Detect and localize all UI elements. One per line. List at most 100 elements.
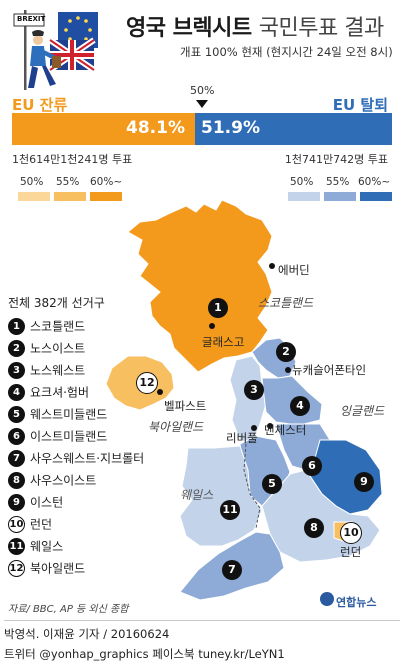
list-item: 4 요크셔·험버 <box>8 382 144 404</box>
leave-legend-label-3: 60%~ <box>358 176 391 188</box>
list-item: 10 런던 <box>8 514 144 536</box>
list-item-name: 이스턴 <box>30 495 64 510</box>
list-item: 1 스코틀랜드 <box>8 316 144 338</box>
map-label-belfast: 벨파스트 <box>164 399 207 413</box>
list-item-number: 5 <box>8 406 25 423</box>
list-item-name: 이스트미들랜드 <box>30 429 108 444</box>
map-label-scotland: 스코틀랜드 <box>258 296 314 310</box>
leave-label: EU 탈퇴 <box>332 96 388 114</box>
list-item-number: 2 <box>8 340 25 357</box>
map-marker-3: 3 <box>244 380 264 400</box>
aberdeen-marker <box>269 263 275 269</box>
remain-legend-swatch-1 <box>18 192 50 201</box>
page-title: 영국 브렉시트 국민투표 결과 <box>126 10 384 42</box>
result-bar: 48.1% 51.9% <box>12 113 392 145</box>
map-label-england: 잉글랜드 <box>340 404 385 418</box>
list-item: 6 이스트미들랜드 <box>8 426 144 448</box>
list-item-number: 6 <box>8 428 25 445</box>
list-item-number: 1 <box>8 318 25 335</box>
map-marker-1: 1 <box>208 298 228 318</box>
list-item: 9 이스턴 <box>8 492 144 514</box>
list-item-number: 11 <box>8 538 25 555</box>
list-item: 3 노스웨스트 <box>8 360 144 382</box>
midline-label: 50% <box>190 84 215 97</box>
list-item-name: 노스웨스트 <box>30 363 86 378</box>
map-label-northern-ireland: 북아일랜드 <box>148 420 204 434</box>
list-item-number: 10 <box>8 516 25 533</box>
list-item-name: 사우스이스트 <box>30 473 97 488</box>
remain-legend-label-2: 55% <box>56 176 80 188</box>
leave-legend-swatch-2 <box>324 192 356 201</box>
constituency-list-title: 전체 382개 선거구 <box>8 296 105 310</box>
remain-bar: 48.1% <box>12 113 195 145</box>
belfast-marker <box>157 389 163 395</box>
title-sub: 국민투표 결과 <box>258 16 384 41</box>
leave-bar: 51.9% <box>195 113 392 145</box>
list-item-name: 북아일랜드 <box>30 561 86 576</box>
newcastle-marker <box>285 367 291 373</box>
leave-legend-label-2: 55% <box>326 176 350 188</box>
liverpool-marker <box>251 425 257 431</box>
map-marker-2: 2 <box>276 342 296 362</box>
map-label-london: 런던 <box>340 545 362 559</box>
list-item-name: 웨일스 <box>30 539 64 554</box>
remain-legend-label-3: 60%~ <box>90 176 123 188</box>
leave-percent: 51.9% <box>201 118 260 138</box>
list-item-number: 8 <box>8 472 25 489</box>
scotland-region <box>127 199 273 373</box>
count-status: 개표 100% 현재 (현지시간 24일 오전 8시) <box>180 45 393 59</box>
map-marker-11: 11 <box>220 500 240 520</box>
title-main: 영국 브렉시트 <box>126 16 252 41</box>
logo-sign-text: BREXIT <box>17 15 46 23</box>
list-item-number: 9 <box>8 494 25 511</box>
agency-name: 연합뉴스 <box>336 596 377 609</box>
glasgow-marker <box>209 323 215 329</box>
source-note: 자료/ BBC, AP 등 외신 종합 <box>8 604 129 615</box>
byline: 박영석. 이재윤 기자 / 20160624 <box>4 627 170 641</box>
list-item-name: 노스이스트 <box>30 341 86 356</box>
map-label-aberdeen: 에버딘 <box>278 263 310 277</box>
social-links: 트위터 @yonhap_graphics 페이스북 tuney.kr/LeYN1 <box>4 647 285 661</box>
brexit-logo-illustration <box>12 10 98 92</box>
map-label-liverpool: 리버풀 <box>226 431 258 445</box>
list-item-number: 7 <box>8 450 25 467</box>
leave-legend-swatch-1 <box>288 192 320 201</box>
list-item-name: 사우스웨스트·지브롤터 <box>30 451 145 466</box>
map-marker-7: 7 <box>222 560 242 580</box>
list-item-number: 12 <box>8 560 25 577</box>
remain-legend-swatch-2 <box>54 192 86 201</box>
remain-percent: 48.1% <box>126 118 185 138</box>
map-label-newcastle: 뉴캐슬어폰타인 <box>292 363 367 377</box>
list-item: 7 사우스웨스트·지브롤터 <box>8 448 144 470</box>
list-item-number: 4 <box>8 384 25 401</box>
midline-arrow-icon <box>196 100 208 108</box>
list-item: 5 웨스트미들랜드 <box>8 404 144 426</box>
map-marker-8: 8 <box>304 518 324 538</box>
remain-label: EU 잔류 <box>12 96 68 114</box>
footer-divider <box>4 620 400 621</box>
agency-logo-icon <box>320 592 334 606</box>
map-marker-12: 12 <box>136 372 158 394</box>
wales-region <box>179 445 263 547</box>
map-label-wales: 웨일스 <box>180 488 214 502</box>
map-marker-10: 10 <box>340 522 362 544</box>
list-item: 8 사우스이스트 <box>8 470 144 492</box>
list-item-number: 3 <box>8 362 25 379</box>
map-marker-4: 4 <box>290 396 310 416</box>
list-item-name: 런던 <box>30 517 53 532</box>
leave-votes: 1천741만742명 투표 <box>284 153 388 166</box>
list-item: 2 노스이스트 <box>8 338 144 360</box>
map-label-glasgow: 글래스고 <box>202 335 245 349</box>
list-item-name: 웨스트미들랜드 <box>30 407 108 422</box>
north-west-region <box>229 355 267 445</box>
list-item-name: 요크셔·험버 <box>30 385 90 400</box>
map-marker-6: 6 <box>302 456 322 476</box>
remain-legend-label-1: 50% <box>20 176 44 188</box>
leave-legend-label-1: 50% <box>290 176 314 188</box>
leave-legend-swatch-3 <box>360 192 392 201</box>
list-item-name: 스코틀랜드 <box>30 319 86 334</box>
remain-legend-swatch-3 <box>90 192 122 201</box>
remain-votes: 1천614만1천241명 투표 <box>12 153 133 166</box>
manchester-marker <box>267 423 273 429</box>
